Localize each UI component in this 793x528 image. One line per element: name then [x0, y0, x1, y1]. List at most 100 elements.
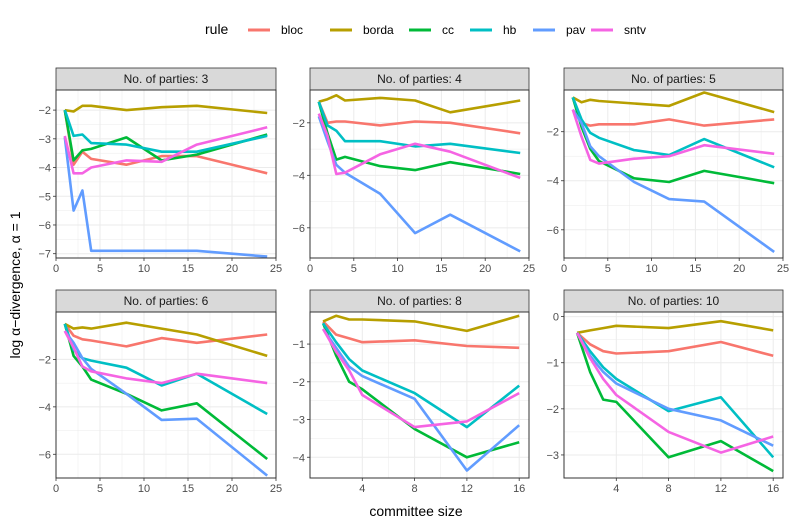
series-line-borda	[318, 94, 521, 114]
x-axis-title: committee size	[369, 503, 463, 519]
series-line-sntv	[571, 109, 775, 165]
x-tick-label: 15	[182, 263, 194, 275]
x-tick-label: 25	[523, 263, 535, 275]
x-tick-label: 0	[53, 483, 59, 495]
x-tick-label: 25	[270, 263, 282, 275]
x-tick-label: 10	[138, 263, 150, 275]
panel-1: No. of parties: 3 0 5 10 15 20 25 −7 −6 −5 −4 −3 −2	[38, 67, 282, 275]
series-line-hb	[576, 332, 775, 459]
x-tick-label: 5	[605, 263, 611, 275]
legend-label-borda: borda	[363, 23, 394, 37]
y-tick-label: −2	[38, 105, 51, 117]
panel-5: No. of parties: 8 4 8 12 16 −4 −3 −2 −1	[292, 289, 530, 495]
series-line-cc	[575, 332, 774, 473]
series-line-pav	[63, 137, 268, 258]
y-tick-label: −4	[38, 402, 51, 414]
x-tick-label: 0	[561, 263, 567, 275]
panel-strip-label: No. of parties: 8	[377, 294, 462, 308]
series-line-borda	[64, 104, 268, 115]
x-tick-label: 15	[182, 483, 194, 495]
panel-4: No. of parties: 6 0 5 10 15 20 25 −6 −4 −2	[38, 289, 282, 495]
series-line-pav	[63, 330, 269, 477]
x-tick-label: 4	[613, 483, 619, 495]
y-tick-label: −6	[38, 449, 51, 461]
x-tick-label: 8	[666, 483, 672, 495]
legend: rule bloc borda cc hb pav sntv	[205, 21, 646, 37]
x-tick-label: 4	[359, 483, 365, 495]
panel-border	[55, 89, 277, 259]
panel-border	[55, 311, 277, 479]
series-line-hb	[317, 101, 521, 155]
x-tick-label: 8	[412, 483, 418, 495]
x-tick-label: 20	[479, 263, 491, 275]
series-line-sntv	[63, 126, 268, 175]
y-tick-label: −4	[38, 163, 51, 175]
series-line-sntv	[321, 328, 520, 429]
y-tick-label: −2	[292, 377, 305, 389]
y-tick-label: −1	[292, 339, 305, 351]
panel-border	[309, 89, 530, 259]
panel-strip-label: No. of parties: 4	[377, 72, 462, 86]
y-tick-label: −2	[546, 404, 559, 416]
legend-label-sntv: sntv	[624, 23, 646, 37]
series-line-pav	[571, 108, 775, 253]
series-line-bloc	[322, 320, 520, 350]
y-tick-label: −7	[38, 249, 51, 261]
legend-title: rule	[205, 21, 229, 37]
series-line-borda	[64, 321, 268, 358]
x-tick-label: 0	[307, 263, 313, 275]
series-line-hb	[571, 96, 775, 169]
x-tick-label: 10	[391, 263, 403, 275]
x-tick-label: 15	[689, 263, 701, 275]
panel-strip-label: No. of parties: 3	[124, 72, 209, 86]
series-line-sntv	[317, 113, 521, 180]
y-tick-label: −1	[546, 358, 559, 370]
x-tick-label: 20	[226, 263, 238, 275]
y-tick-label: −6	[546, 225, 559, 237]
x-tick-label: 5	[351, 263, 357, 275]
x-tick-label: 12	[715, 483, 727, 495]
y-tick-label: −4	[546, 176, 559, 188]
series-line-hb	[322, 322, 521, 429]
series-line-hb	[63, 109, 268, 153]
series-line-sntv	[575, 332, 774, 454]
panel-3: No. of parties: 5 0 5 10 15 20 25 −6 −4 −2	[546, 67, 789, 275]
x-tick-label: 25	[270, 483, 282, 495]
panel-strip-label: No. of parties: 6	[124, 294, 209, 308]
series-line-bloc	[63, 323, 268, 348]
panel-border	[309, 311, 530, 479]
x-tick-label: 15	[435, 263, 447, 275]
panel-2: No. of parties: 4 0 5 10 15 20 25 −6 −4 −2	[292, 67, 535, 275]
x-tick-label: 16	[767, 483, 779, 495]
panel-border	[563, 89, 784, 259]
y-tick-label: −4	[292, 452, 305, 464]
x-tick-label: 16	[513, 483, 525, 495]
panel-strip-label: No. of parties: 5	[631, 72, 716, 86]
x-tick-label: 0	[53, 263, 59, 275]
panel-6: No. of parties: 10 4 8 12 16 −3 −2 −1 0	[546, 289, 784, 495]
series-line-borda	[576, 319, 774, 335]
y-tick-label: 0	[553, 312, 559, 324]
chart-panels: No. of parties: 30 5 10 15 20 25−7−6−5−4−3−2N…	[38, 67, 789, 495]
y-tick-label: −6	[38, 220, 51, 232]
series-line-bloc	[576, 331, 774, 358]
x-tick-label: 5	[97, 483, 103, 495]
y-axis-title: log α−divergence, α = 1	[7, 211, 23, 358]
y-tick-label: −2	[292, 118, 305, 130]
y-tick-label: −3	[546, 450, 559, 462]
series-line-bloc	[317, 101, 521, 135]
series-line-cc	[63, 323, 269, 461]
panel-border	[563, 311, 784, 479]
y-tick-label: −5	[38, 191, 51, 203]
y-tick-label: −6	[292, 223, 305, 235]
y-tick-label: −4	[292, 170, 305, 182]
y-tick-label: −3	[292, 415, 305, 427]
y-tick-label: −2	[546, 127, 559, 139]
legend-label-cc: cc	[442, 23, 454, 37]
x-tick-label: 5	[97, 263, 103, 275]
series-line-borda	[322, 314, 520, 333]
x-tick-label: 25	[777, 263, 789, 275]
x-tick-label: 12	[461, 483, 473, 495]
x-tick-label: 20	[733, 263, 745, 275]
y-tick-label: −2	[38, 354, 51, 366]
